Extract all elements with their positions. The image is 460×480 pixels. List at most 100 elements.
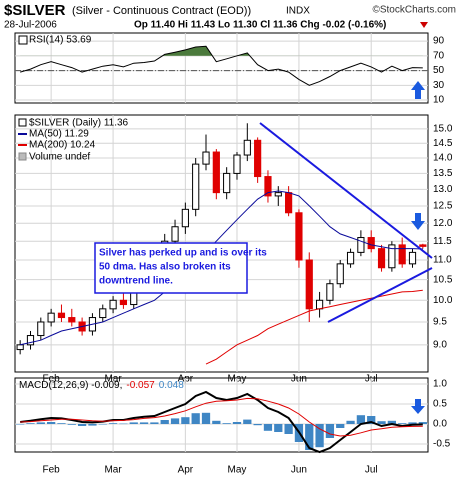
candle-body bbox=[336, 263, 344, 285]
candle-body bbox=[212, 151, 220, 194]
legend-entry: 0.048 bbox=[159, 380, 184, 391]
legend-label: MA(200) 10.24 bbox=[29, 140, 96, 151]
candle-body bbox=[326, 283, 334, 301]
y-tick-label: 11.5 bbox=[433, 236, 452, 247]
arrow-up bbox=[411, 81, 425, 99]
annotation-text: downtrend line. bbox=[99, 276, 173, 287]
legend-swatch bbox=[18, 118, 27, 127]
histogram-bar bbox=[325, 424, 335, 438]
histogram-bar bbox=[336, 424, 345, 428]
legend-swatch bbox=[18, 35, 28, 45]
x-tick-label: May bbox=[228, 465, 247, 476]
histogram-bar bbox=[305, 424, 314, 450]
legend-entry: -0.057 bbox=[126, 380, 155, 391]
candle-body bbox=[346, 251, 355, 265]
y-tick-label: 9.5 bbox=[433, 317, 447, 328]
candle-body bbox=[171, 226, 179, 242]
down-triangle bbox=[420, 22, 428, 28]
x-tick-label: Jul bbox=[365, 465, 378, 476]
y-tick-label: 13.0 bbox=[433, 184, 453, 195]
histogram-bar bbox=[274, 424, 283, 432]
histogram-bar bbox=[212, 420, 221, 424]
uptrend-line bbox=[327, 267, 433, 323]
candle-body bbox=[192, 163, 200, 210]
candle-body bbox=[388, 244, 396, 269]
annotation-text: 50 dma. Has also broken its bbox=[99, 262, 231, 273]
y-tick-label: 0.0 bbox=[433, 419, 447, 430]
annotation-text: Silver has perked up and is over its bbox=[99, 248, 267, 259]
candle-body bbox=[181, 208, 189, 228]
histogram-bar bbox=[367, 416, 376, 424]
histogram-bar bbox=[191, 413, 200, 424]
histogram-bar bbox=[98, 424, 107, 425]
candle-body bbox=[16, 344, 24, 351]
y-tick-label: 9.0 bbox=[433, 339, 447, 350]
y-tick-label: 50 bbox=[433, 65, 445, 76]
candle-body bbox=[202, 151, 210, 165]
histogram-bar bbox=[377, 421, 386, 424]
y-tick-label: 15.0 bbox=[433, 124, 453, 135]
histogram-bar bbox=[160, 420, 169, 424]
y-tick-label: 0.5 bbox=[433, 399, 447, 410]
histogram-bar bbox=[315, 424, 324, 448]
histogram-bar bbox=[418, 422, 427, 424]
arrow-down bbox=[411, 213, 425, 230]
legend-label: Volume undef bbox=[29, 152, 90, 163]
candle-body bbox=[357, 237, 365, 253]
histogram-bar bbox=[16, 424, 25, 425]
histogram-bar bbox=[170, 418, 180, 424]
downtrend-line bbox=[259, 122, 433, 259]
histogram-bar bbox=[88, 424, 97, 426]
arrow-down bbox=[411, 399, 425, 414]
candle-body bbox=[109, 299, 117, 310]
y-tick-label: 10 bbox=[433, 95, 445, 106]
histogram-bar bbox=[36, 422, 45, 424]
exchange: INDX bbox=[286, 6, 310, 17]
y-tick-label: 90 bbox=[433, 36, 445, 47]
candle-body bbox=[254, 139, 262, 178]
y-tick-label: 14.5 bbox=[433, 138, 453, 149]
candle-body bbox=[285, 192, 293, 214]
candle-body bbox=[68, 317, 76, 323]
annotation-box bbox=[94, 242, 248, 294]
candle-body bbox=[223, 172, 231, 194]
legend-label: RSI(14) 53.69 bbox=[29, 35, 92, 46]
y-tick-label: 11.0 bbox=[433, 255, 452, 266]
histogram-bar bbox=[346, 420, 355, 424]
histogram-bar bbox=[57, 423, 66, 424]
y-tick-label: 12.0 bbox=[433, 218, 453, 229]
moving-average bbox=[20, 190, 423, 346]
candle-body bbox=[57, 312, 66, 319]
candle-body bbox=[377, 248, 386, 269]
y-tick-label: 13.5 bbox=[433, 168, 453, 179]
histogram-bar bbox=[408, 422, 417, 424]
quote: Op 11.40 Hi 11.43 Lo 11.30 Cl 11.36 Chg … bbox=[134, 20, 386, 31]
candle-body bbox=[99, 308, 107, 319]
histogram-bar bbox=[77, 424, 87, 426]
histogram-bar bbox=[201, 412, 211, 424]
credit: ©StockCharts.com bbox=[372, 5, 456, 16]
histogram-bar bbox=[181, 417, 190, 424]
legend-swatch bbox=[18, 152, 27, 161]
y-tick-label: 30 bbox=[433, 80, 445, 91]
histogram-bar bbox=[129, 422, 138, 424]
y-tick-label: 14.0 bbox=[433, 153, 453, 164]
legend-label: $SILVER (Daily) 11.36 bbox=[29, 118, 129, 129]
candle-body bbox=[408, 251, 417, 265]
symbol: $SILVER bbox=[4, 2, 66, 19]
candle-body bbox=[295, 212, 303, 261]
histogram-bar bbox=[139, 422, 149, 424]
candle-body bbox=[264, 176, 272, 197]
date: 28-Jul-2006 bbox=[4, 20, 57, 31]
y-tick-label: 10.5 bbox=[433, 274, 453, 285]
candle-body bbox=[274, 192, 282, 197]
x-tick-label: Jun bbox=[291, 465, 307, 476]
candle-body bbox=[367, 237, 375, 250]
legend-label: MA(50) 11.29 bbox=[29, 129, 89, 140]
histogram-bar bbox=[222, 423, 231, 424]
histogram-bar bbox=[243, 419, 252, 424]
histogram-bar bbox=[284, 424, 293, 434]
y-tick-label: 1.0 bbox=[433, 379, 447, 390]
histogram-bar bbox=[119, 423, 128, 425]
